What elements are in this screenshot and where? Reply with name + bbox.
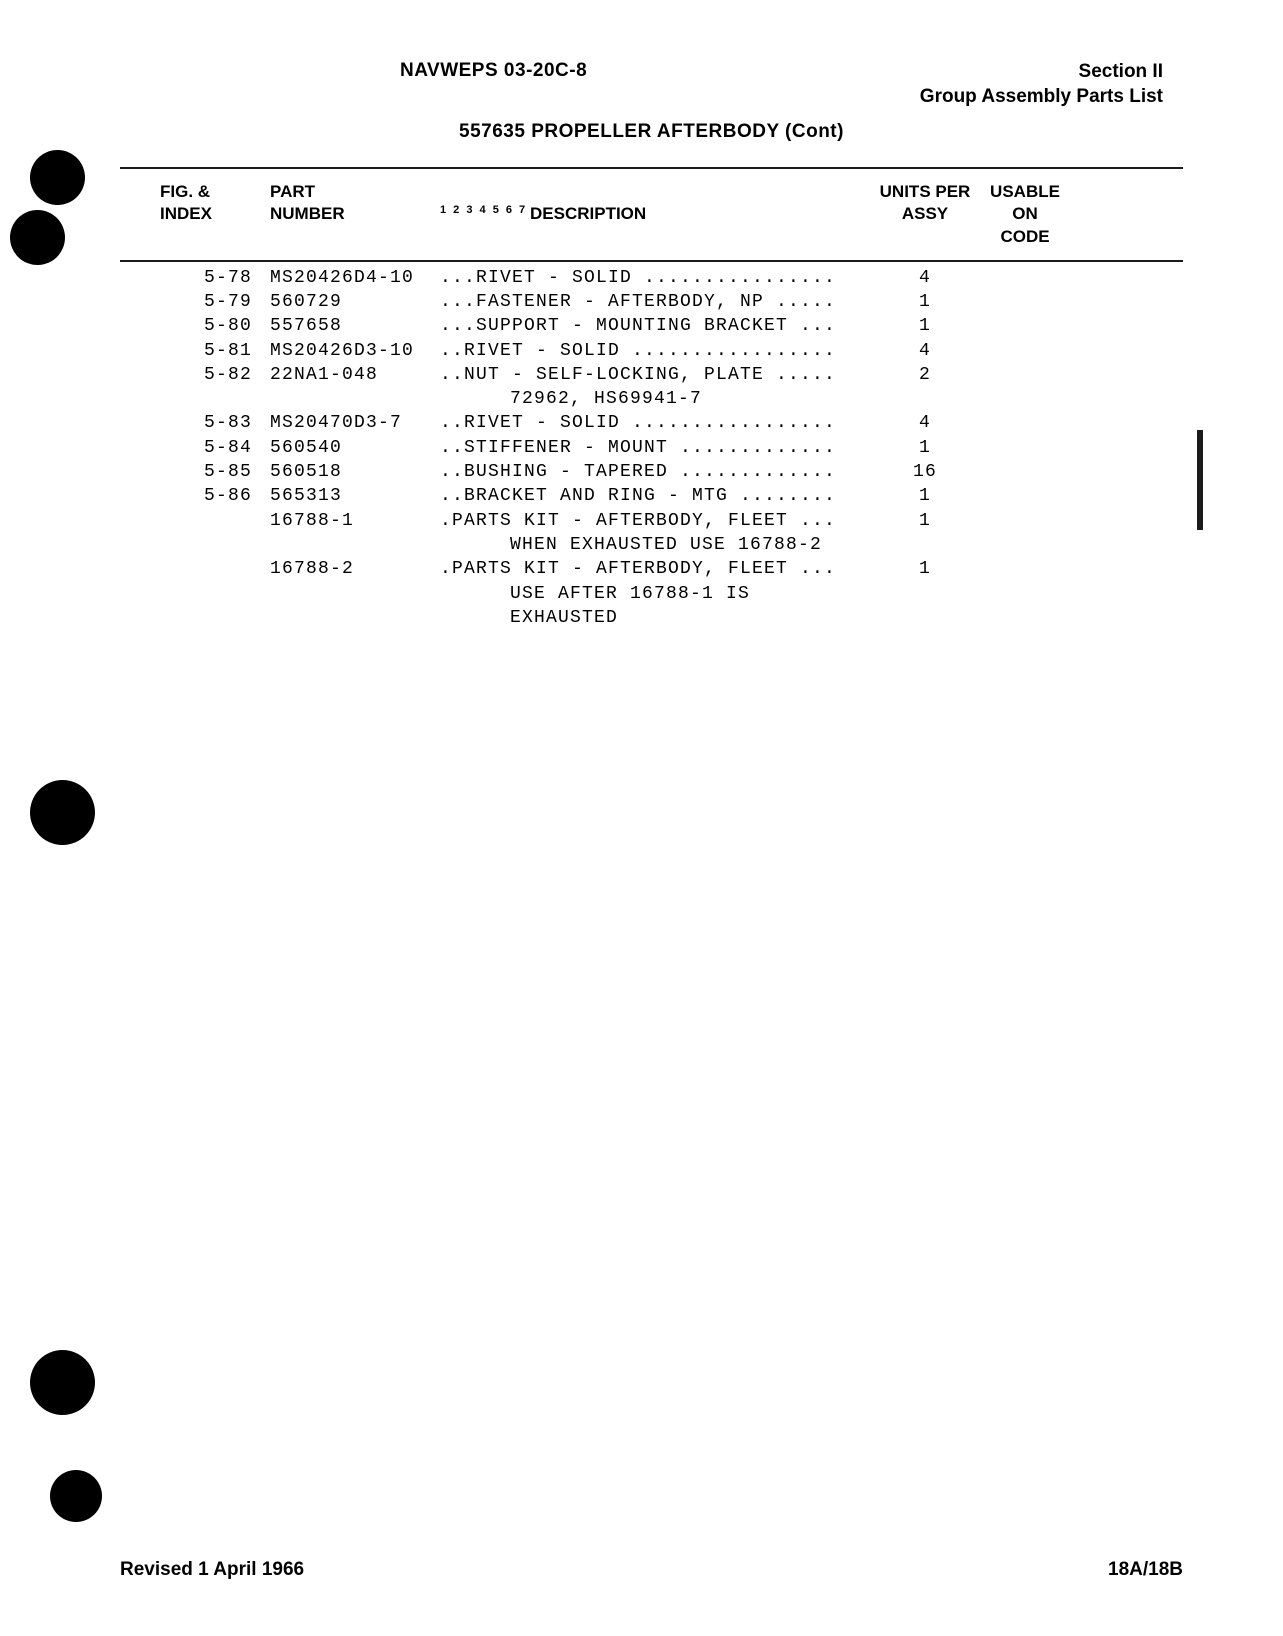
page-title: 557635 PROPELLER AFTERBODY (Cont)	[120, 121, 1183, 143]
punch-hole	[50, 1470, 102, 1522]
col-header-units: UNITS PER ASSY	[870, 181, 980, 247]
cell-units: 4	[870, 339, 980, 363]
table-row: 5-86565313..BRACKET AND RING - MTG .....…	[120, 484, 1183, 508]
page-number: 18A/18B	[1108, 1559, 1183, 1581]
cell-usable	[980, 557, 1070, 581]
cell-partnum: 16788-1	[270, 509, 440, 533]
parts-table: FIG. & INDEX PART NUMBER 1 2 3 4 5 6 7 D…	[120, 167, 1183, 630]
cell-partnum: 16788-2	[270, 557, 440, 581]
cell-description: ...SUPPORT - MOUNTING BRACKET ...	[440, 314, 870, 338]
description-continuation: USE AFTER 16788-1 IS	[120, 582, 1183, 606]
punch-hole	[30, 1350, 95, 1415]
cell-description: ..RIVET - SOLID .................	[440, 411, 870, 435]
punch-hole	[30, 780, 95, 845]
cell-description: ..STIFFENER - MOUNT .............	[440, 436, 870, 460]
cell-description: ...RIVET - SOLID ................	[440, 266, 870, 290]
cell-units: 1	[870, 484, 980, 508]
cell-usable	[980, 339, 1070, 363]
cell-usable	[980, 484, 1070, 508]
cell-partnum: 560518	[270, 460, 440, 484]
table-row: 5-84560540..STIFFENER - MOUNT ..........…	[120, 436, 1183, 460]
cell-usable	[980, 460, 1070, 484]
cell-partnum: MS20470D3-7	[270, 411, 440, 435]
table-row: 5-78MS20426D4-10...RIVET - SOLID .......…	[120, 266, 1183, 290]
cell-partnum: 22NA1-048	[270, 363, 440, 387]
revision-date: Revised 1 April 1966	[120, 1559, 304, 1581]
punch-hole	[30, 150, 85, 205]
cell-usable	[980, 411, 1070, 435]
cell-description: .PARTS KIT - AFTERBODY, FLEET ...	[440, 557, 870, 581]
cell-usable	[980, 363, 1070, 387]
cell-units: 1	[870, 290, 980, 314]
col-header-usable: USABLE ON CODE	[980, 181, 1070, 247]
col-header-partnum: PART NUMBER	[270, 181, 440, 247]
table-rule-top	[120, 167, 1183, 169]
table-row: 5-80557658...SUPPORT - MOUNTING BRACKET …	[120, 314, 1183, 338]
cell-partnum: 560540	[270, 436, 440, 460]
section-info: Section II Group Assembly Parts List	[920, 60, 1163, 109]
page-footer: Revised 1 April 1966 18A/18B	[120, 1559, 1183, 1581]
cell-usable	[980, 314, 1070, 338]
cell-units: 2	[870, 363, 980, 387]
cell-partnum: 560729	[270, 290, 440, 314]
section-line: Section II	[920, 60, 1163, 85]
cell-usable	[980, 266, 1070, 290]
cell-description: ..RIVET - SOLID .................	[440, 339, 870, 363]
cell-figindex: 5-85	[120, 460, 270, 484]
cell-partnum: MS20426D4-10	[270, 266, 440, 290]
table-row: 5-81MS20426D3-10..RIVET - SOLID ........…	[120, 339, 1183, 363]
section-line: Group Assembly Parts List	[920, 85, 1163, 110]
cell-description: .PARTS KIT - AFTERBODY, FLEET ...	[440, 509, 870, 533]
col-header-description: DESCRIPTION	[530, 181, 870, 247]
cell-description: ..BRACKET AND RING - MTG ........	[440, 484, 870, 508]
table-row: 5-85560518..BUSHING - TAPERED ..........…	[120, 460, 1183, 484]
revision-change-bar	[1197, 430, 1203, 530]
cell-partnum: 557658	[270, 314, 440, 338]
cell-usable	[980, 509, 1070, 533]
cell-figindex: 5-84	[120, 436, 270, 460]
cell-figindex: 5-81	[120, 339, 270, 363]
page-header: NAVWEPS 03-20C-8 Section II Group Assemb…	[120, 60, 1183, 109]
cell-units: 1	[870, 509, 980, 533]
cell-usable	[980, 290, 1070, 314]
cell-figindex: 5-78	[120, 266, 270, 290]
table-body: 5-78MS20426D4-10...RIVET - SOLID .......…	[120, 262, 1183, 630]
description-continuation: WHEN EXHAUSTED USE 16788-2	[120, 533, 1183, 557]
cell-units: 4	[870, 266, 980, 290]
cell-partnum: MS20426D3-10	[270, 339, 440, 363]
cell-description: ..NUT - SELF-LOCKING, PLATE .....	[440, 363, 870, 387]
cell-figindex	[120, 509, 270, 533]
table-row: 5-79560729...FASTENER - AFTERBODY, NP ..…	[120, 290, 1183, 314]
cell-partnum: 565313	[270, 484, 440, 508]
table-header-row: FIG. & INDEX PART NUMBER 1 2 3 4 5 6 7 D…	[120, 177, 1183, 251]
cell-units: 4	[870, 411, 980, 435]
col-header-indent: 1 2 3 4 5 6 7	[440, 181, 530, 247]
cell-description: ...FASTENER - AFTERBODY, NP .....	[440, 290, 870, 314]
cell-figindex: 5-83	[120, 411, 270, 435]
document-number: NAVWEPS 03-20C-8	[400, 60, 587, 82]
cell-units: 16	[870, 460, 980, 484]
cell-figindex: 5-80	[120, 314, 270, 338]
description-continuation: 72962, HS69941-7	[120, 387, 1183, 411]
punch-hole	[10, 210, 65, 265]
cell-figindex: 5-82	[120, 363, 270, 387]
table-row: 5-8222NA1-048..NUT - SELF-LOCKING, PLATE…	[120, 363, 1183, 387]
table-row: 5-83MS20470D3-7..RIVET - SOLID .........…	[120, 411, 1183, 435]
cell-units: 1	[870, 436, 980, 460]
cell-units: 1	[870, 557, 980, 581]
col-header-figindex: FIG. & INDEX	[120, 181, 270, 247]
description-continuation: EXHAUSTED	[120, 606, 1183, 630]
cell-figindex: 5-79	[120, 290, 270, 314]
table-row: 16788-2.PARTS KIT - AFTERBODY, FLEET ...…	[120, 557, 1183, 581]
table-row: 16788-1.PARTS KIT - AFTERBODY, FLEET ...…	[120, 509, 1183, 533]
cell-figindex: 5-86	[120, 484, 270, 508]
cell-description: ..BUSHING - TAPERED .............	[440, 460, 870, 484]
cell-usable	[980, 436, 1070, 460]
cell-units: 1	[870, 314, 980, 338]
cell-figindex	[120, 557, 270, 581]
